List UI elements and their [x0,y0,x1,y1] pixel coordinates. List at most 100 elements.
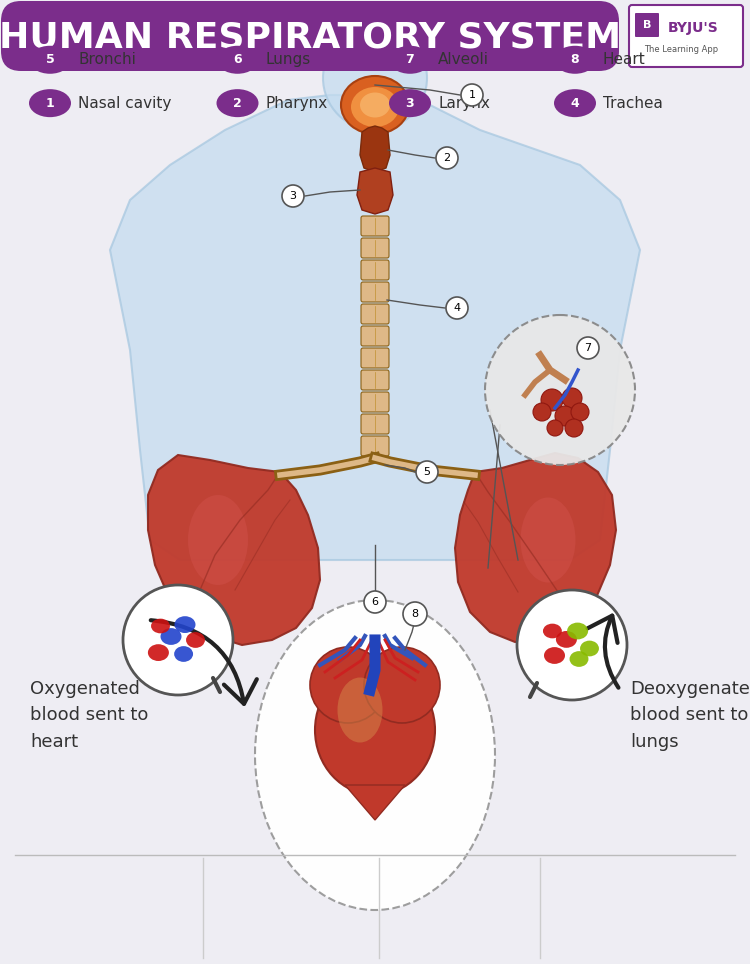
Ellipse shape [389,89,431,118]
Text: 5: 5 [424,467,430,477]
Text: 3: 3 [406,96,414,110]
Text: 1: 1 [46,96,54,110]
Text: Alveoli: Alveoli [438,52,489,67]
Circle shape [323,26,427,130]
Ellipse shape [360,93,390,118]
Text: Lungs: Lungs [266,52,310,67]
FancyBboxPatch shape [361,304,389,324]
Ellipse shape [186,632,205,648]
Text: Nasal cavity: Nasal cavity [78,95,171,111]
Ellipse shape [567,623,588,639]
Text: 8: 8 [412,609,419,619]
FancyBboxPatch shape [361,216,389,236]
Circle shape [555,406,575,426]
FancyBboxPatch shape [629,5,743,67]
Ellipse shape [160,629,182,645]
Ellipse shape [151,619,170,633]
Text: 4: 4 [571,96,579,110]
Circle shape [533,403,551,421]
Circle shape [436,147,458,169]
Ellipse shape [217,45,259,74]
Text: BYJU'S: BYJU'S [668,21,718,35]
Circle shape [310,647,386,723]
Circle shape [461,84,483,106]
Circle shape [547,420,563,436]
FancyBboxPatch shape [361,282,389,302]
Circle shape [517,590,627,700]
FancyBboxPatch shape [361,436,389,456]
Text: The Learning App: The Learning App [644,45,718,55]
FancyArrowPatch shape [151,620,256,704]
Ellipse shape [543,624,562,638]
Ellipse shape [174,646,193,662]
Ellipse shape [217,89,259,118]
Polygon shape [345,785,405,820]
Text: Deoxygenated
blood sent to
lungs: Deoxygenated blood sent to lungs [630,680,750,751]
Text: 4: 4 [454,303,460,313]
Circle shape [446,297,468,319]
Text: 5: 5 [46,53,54,67]
Text: 2: 2 [443,153,451,163]
Polygon shape [360,126,390,172]
FancyBboxPatch shape [361,348,389,368]
Polygon shape [148,455,320,645]
Text: 7: 7 [406,53,414,67]
Text: 8: 8 [571,53,579,67]
Text: Larynx: Larynx [438,95,490,111]
Text: Bronchi: Bronchi [78,52,136,67]
Ellipse shape [520,497,575,582]
Text: 3: 3 [290,191,296,201]
FancyBboxPatch shape [361,260,389,280]
Circle shape [571,403,589,421]
Ellipse shape [338,678,382,742]
Polygon shape [455,453,616,642]
FancyBboxPatch shape [361,392,389,412]
Ellipse shape [554,45,596,74]
Circle shape [562,388,582,408]
Text: B: B [643,20,651,30]
Ellipse shape [351,87,399,127]
Ellipse shape [556,631,577,648]
Circle shape [403,602,427,626]
Circle shape [282,185,304,207]
Ellipse shape [29,45,71,74]
Ellipse shape [315,665,435,795]
Text: HUMAN RESPIRATORY SYSTEM: HUMAN RESPIRATORY SYSTEM [0,21,621,55]
FancyBboxPatch shape [361,414,389,434]
Ellipse shape [175,616,196,633]
Ellipse shape [544,647,565,664]
Polygon shape [357,168,393,214]
Ellipse shape [580,641,599,656]
Ellipse shape [554,89,596,118]
Text: Pharynx: Pharynx [266,95,328,111]
Text: 7: 7 [584,343,592,353]
Text: Trachea: Trachea [603,95,663,111]
Ellipse shape [389,45,431,74]
Ellipse shape [569,651,589,667]
Text: 2: 2 [233,96,242,110]
Circle shape [565,419,583,437]
FancyBboxPatch shape [635,13,659,37]
Text: Oxygenated
blood sent to
heart: Oxygenated blood sent to heart [30,680,148,751]
Ellipse shape [255,600,495,910]
FancyArrowPatch shape [587,616,619,687]
Text: Heart: Heart [603,52,646,67]
Circle shape [364,647,440,723]
Circle shape [541,389,563,411]
Circle shape [123,585,233,695]
Text: 1: 1 [469,90,476,100]
Ellipse shape [341,76,409,134]
Polygon shape [110,95,640,560]
Circle shape [577,337,599,359]
FancyBboxPatch shape [361,370,389,390]
Ellipse shape [188,495,248,585]
Text: 6: 6 [371,597,379,607]
Ellipse shape [29,89,71,118]
FancyBboxPatch shape [361,238,389,258]
Circle shape [416,461,438,483]
Ellipse shape [148,644,169,661]
FancyBboxPatch shape [1,1,619,71]
FancyBboxPatch shape [361,326,389,346]
Circle shape [364,591,386,613]
Text: 6: 6 [233,53,242,67]
